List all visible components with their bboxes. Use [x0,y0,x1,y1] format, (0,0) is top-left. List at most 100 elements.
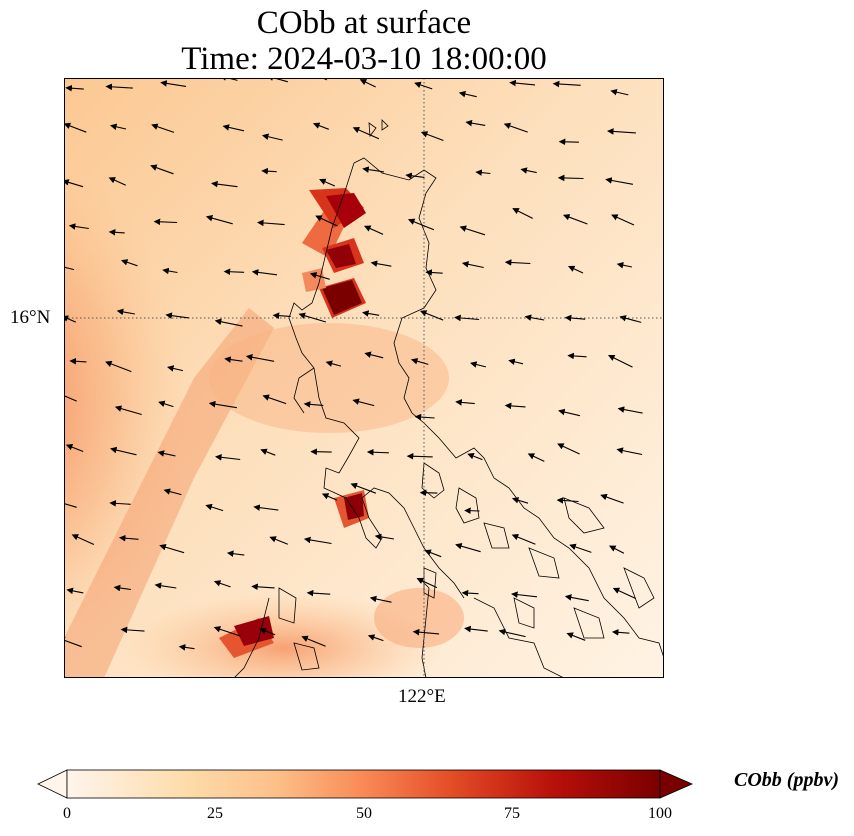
wind-arrow [108,177,127,186]
wind-arrow [64,503,77,508]
wind-arrow [370,260,392,267]
wind-arrow [301,635,326,647]
wind-arrow [352,126,380,140]
wind-arrow [564,594,589,602]
wind-arrow [467,453,483,461]
wind-arrow [616,447,643,456]
wind-arrow [312,122,329,130]
wind-arrow [612,587,636,599]
wind-arrow [617,406,643,414]
wind-arrow [508,358,524,365]
wind-arrow [512,208,533,219]
wind-arrow [509,79,536,87]
wind-arrow [309,272,330,280]
wind-arrow [464,507,480,514]
wind-arrow [64,266,75,271]
wind-arrow [64,637,82,648]
wind-arrow [154,582,177,589]
wind-arrow [461,589,479,597]
lon-tick-label: 122°E [398,686,446,707]
wind-arrow [362,310,380,317]
south-plume [124,593,444,678]
wind-arrow [420,131,444,142]
wind-arrow [465,119,486,127]
wind-arrow [504,402,526,410]
wind-arrow [64,395,77,402]
wind-arrow [464,625,488,633]
wind-arrow [120,626,145,634]
wind-arrow [567,352,587,360]
colorbar [37,769,693,799]
wind-arrow [205,503,224,512]
wind-arrow [303,401,324,408]
wind-arrow [374,533,394,541]
colorbar-max-extend [659,769,693,799]
wind-arrow [527,453,545,462]
wind-arrow [165,312,190,319]
wind-arrow [425,269,443,276]
wind-arrow [223,268,245,276]
wind-arrow [405,172,425,180]
wind-arrow [306,589,331,597]
wind-arrow [616,261,633,269]
wind-arrow [419,489,438,497]
wind-arrow [261,167,277,175]
wind-arrow [259,627,276,636]
wind-arrow [160,80,187,87]
wind-vectors [64,78,643,651]
wind-arrow [359,79,376,88]
map-title: CObb at surface [256,5,472,41]
wind-arrow [610,88,629,96]
wind-arrow [226,550,245,557]
wind-arrow [251,269,278,276]
wind-arrow [352,398,375,407]
wind-arrow [298,312,327,323]
wind-arrow [362,166,384,173]
wind-arrow [245,354,275,362]
wind-arrow [414,81,433,90]
wind-arrow [619,315,642,323]
wind-arrow [262,394,287,405]
wind-arrow [64,179,84,188]
wind-arrow [269,536,289,545]
map-time-subtitle: Time: 2024-03-10 18:00:00 [181,41,547,77]
wind-arrow [569,543,592,553]
wind-arrow [325,360,342,367]
wind-arrow [406,452,433,460]
wind-arrow [364,351,384,359]
wind-arrow [458,90,477,98]
wind-arrow [110,123,127,131]
wind-arrow [66,587,84,595]
wind-arrow [366,448,389,456]
wind-arrow [213,626,241,637]
wind-arrow [363,225,384,235]
wind-arrow [407,218,435,231]
wind-arrow [261,133,283,141]
wind-arrow [367,634,384,642]
wind-arrow [303,536,332,545]
wind-arrow [552,80,581,88]
wind-arrow [158,400,174,408]
wind-arrow [222,124,245,132]
wind-arrow [109,500,131,507]
coastlines [233,119,664,678]
wind-arrow [350,482,377,494]
wind-arrow [224,356,243,363]
wind-arrow [607,128,636,135]
wind-arrow [208,400,237,409]
wind-arrow [178,644,195,651]
wind-arrow [475,169,491,176]
wind-arrow [151,123,175,133]
wind-arrow [213,580,231,588]
wind-arrow [470,361,487,368]
wind-arrow [416,577,438,589]
colorbar-tick: 0 [63,805,71,822]
wind-arrow [566,632,586,641]
wind-arrow [504,259,531,266]
wind-arrow [511,497,529,504]
wind-arrow [609,545,625,554]
wind-arrow [454,314,480,322]
wind-arrow [260,448,276,456]
wind-arrow [557,443,580,455]
wind-arrow [214,318,243,327]
